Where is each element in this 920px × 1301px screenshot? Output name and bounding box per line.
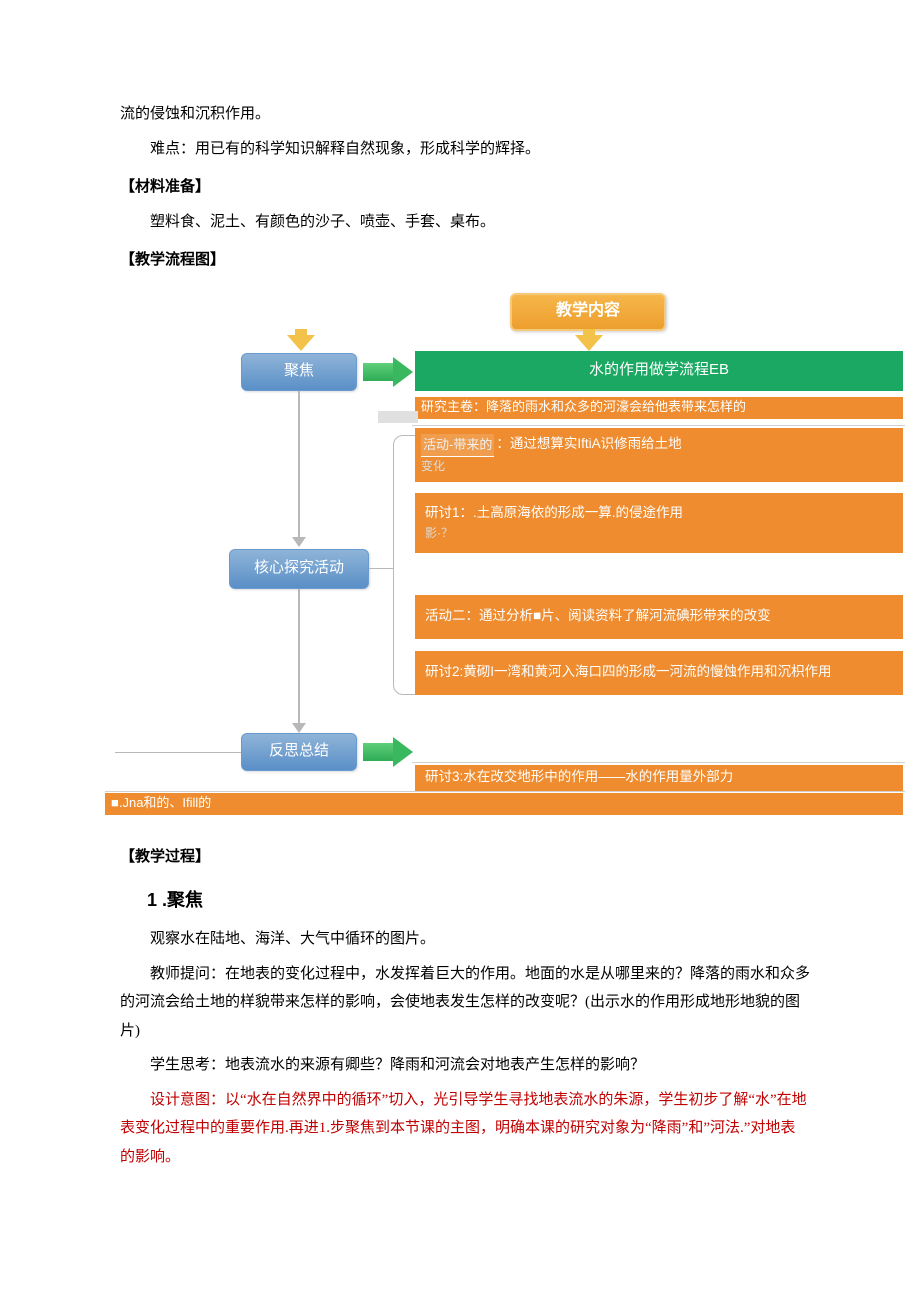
arrowhead-icon [292,537,306,547]
body-line-2: 难点：用已有的科学知识解释自然现象，形成科学的辉择。 [120,135,810,164]
para-4-design-intent: 设计意图：以“水在自然界中的循环”切入，光引导学生寻找地表流水的朱源，学生初步了… [120,1086,810,1172]
activity1-sub: 变化 [421,457,445,475]
flow-topic-bar: 研究主卷：降落的雨水和众多的河濠会给他表带来怎样的 [415,397,903,419]
discuss1-text: 研讨1：.土高原海依的形成一算.的侵途作用 [425,503,683,523]
discuss1-sub: 影·？ [425,524,453,542]
arrow-down-icon [575,335,603,351]
separator-line [412,425,905,426]
activity2-text: 活动二：通过分析■片、阅读资料了解河流碘形带来的改变 [425,606,771,626]
activity1-label: 活动-带来的 [421,434,494,457]
para-2: 教师提问：在地表的变化过程中，水发挥着巨大的作用。地面的水是从哪里来的？降落的雨… [120,960,810,1046]
flow-topic-text: 研究主卷：降落的雨水和众多的河濠会给他表带来怎样的 [421,395,746,420]
flow-header-bar: 教学内容 [510,293,666,331]
flow-discuss-3: 研讨3:水在改交地形中的作用——水的作用量外部力 [415,765,903,791]
flow-node-core-label: 核心探究活动 [254,554,344,583]
discuss2-text: 研讨2:黄砌I一湾和黄河入海口四的形成一河流的慢蚀作用和沉枳作用 [425,662,832,682]
discuss3-text: 研讨3:水在改交地形中的作用——水的作用量外部力 [425,767,733,787]
flowchart-heading: 【教学流程图】 [120,246,810,275]
flow-discuss-2: 研讨2:黄砌I一湾和黄河入海口四的形成一河流的慢蚀作用和沉枳作用 [415,651,903,695]
flow-node-reflect: 反思总结 [241,733,357,771]
connector-line [115,752,241,754]
connector-line [298,391,300,540]
separator-line [412,762,905,763]
flow-footer-text: ■.Jna和的、Ifill的 [111,791,211,816]
process-heading: 【教学过程】 [120,843,810,872]
teaching-flowchart: 教学内容 水的作用做学流程EB 聚焦 研究主卷：降落的雨水和众多的河濠会给他表带… [115,293,905,833]
flow-activity-1: 活动-带来的 ：通过想算实IftiA识修雨给土地 变化 [415,428,903,482]
brace-icon [393,435,415,695]
flow-discuss-1: 研讨1：.土高原海依的形成一算.的侵途作用 影·？ [415,493,903,553]
body-line-1: 流的侵蚀和沉积作用。 [120,100,810,129]
para-1: 观察水在陆地、海洋、大气中循环的图片。 [120,925,810,954]
flow-node-reflect-label: 反思总结 [269,737,329,766]
flow-footer-bar: ■.Jna和的、Ifill的 [105,793,903,815]
materials-heading: 【材料准备】 [120,173,810,202]
activity1-text: ：通过想算实IftiA识修雨给土地 [496,434,681,454]
flow-title-text: 水的作用做学流程EB [589,356,729,385]
flow-node-focus-label: 聚焦 [284,357,314,386]
flow-node-core: 核心探究活动 [229,549,369,589]
grey-link-bar [378,411,418,423]
flow-activity-2: 活动二：通过分析■片、阅读资料了解河流碘形带来的改变 [415,595,903,639]
arrow-down-icon [287,335,315,351]
flow-header-label: 教学内容 [556,296,620,326]
connector-line [369,568,393,570]
para-3: 学生思考：地表流水的来源有卿些？降雨和河流会对地表产生怎样的影响？ [120,1051,810,1080]
materials-text: 塑料食、泥土、有颜色的沙子、喷壶、手套、桌布。 [120,208,810,237]
flow-title-bar: 水的作用做学流程EB [415,351,903,391]
flow-node-focus: 聚焦 [241,353,357,391]
arrowhead-icon [292,723,306,733]
focus-num-head: 1 .聚焦 [147,883,810,917]
separator-line [105,791,905,792]
connector-line [298,589,300,725]
